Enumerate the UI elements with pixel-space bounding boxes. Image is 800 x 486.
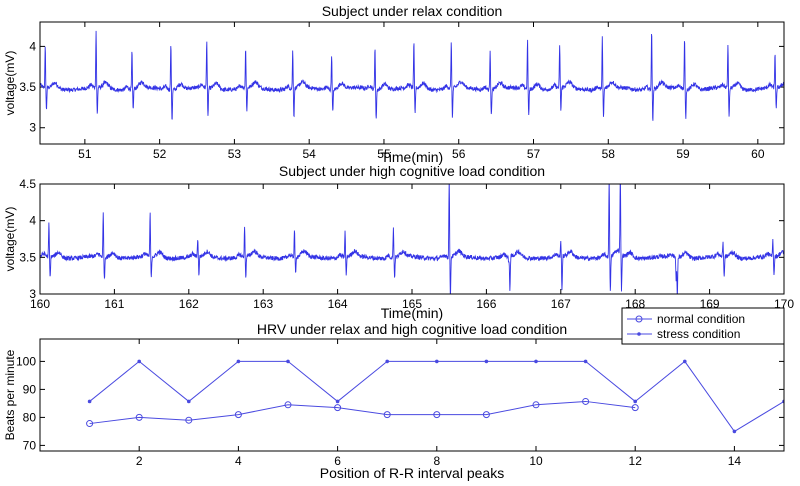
series-line-normal [89,400,636,425]
y-tick-label: 4.5 [19,177,36,191]
chart-2: Subject under high cognitive load condit… [3,163,794,321]
x-tick-label: 4 [235,454,242,468]
x-axis-label: Position of R-R interval peaks [320,465,504,481]
data-point-stress [633,399,637,404]
x-tick-label: 59 [676,147,690,161]
data-point-normal [185,416,193,424]
chart-title: Subject under relax condition [322,3,503,19]
data-point-normal [532,401,540,409]
data-point-stress [435,359,439,364]
data-point-normal [582,397,590,405]
y-tick-label: 4 [29,39,36,53]
y-tick-label: 3.5 [19,250,36,264]
x-tick-label: 162 [179,297,199,311]
x-tick-label: 8 [433,454,440,468]
x-tick-label: 160 [30,297,50,311]
data-point-stress [236,359,241,364]
chart-1: Subject under relax condition Time(min) vo… [3,3,785,165]
x-tick-label: 161 [104,297,124,311]
legend-label: normal condition [657,312,745,326]
x-tick-label: 51 [78,147,92,161]
data-point-normal [86,420,94,428]
data-point-stress [137,359,141,364]
y-tick-label: 3.5 [19,80,36,94]
x-tick-label: 164 [328,297,348,311]
legend-box [621,307,785,345]
x-tick-label: 53 [228,147,242,161]
y-axis-label: voltage(mV) [3,51,17,116]
y-tick-label: 80 [23,410,37,424]
data-point-stress [87,399,92,404]
x-tick-label: 165 [402,297,422,311]
x-tick-label: 56 [452,147,466,161]
ecg-line [40,30,784,121]
ecg-line [40,184,784,294]
x-tick-label: 60 [751,147,765,161]
x-tick-label: 167 [551,297,571,311]
x-tick-label: 12 [629,454,643,468]
x-tick-label: 166 [476,297,496,311]
series-line-stress [89,360,784,433]
x-axis-label: Time(min) [381,149,443,165]
data-point-normal [433,411,441,419]
data-point-stress [187,399,191,404]
chart-title: HRV under relax and high cognitive load … [257,321,567,337]
data-point-normal [383,411,391,419]
data-point-stress [286,359,290,364]
y-tick-label: 3 [29,121,36,135]
data-point-stress [484,359,489,364]
x-tick-label: 57 [527,147,541,161]
x-tick-label: 58 [602,147,616,161]
chart-3: HRV under relax and high cognitive load … [3,307,785,481]
data-point-normal [135,413,143,421]
x-tick-label: 14 [728,454,742,468]
data-point-stress [534,359,538,364]
y-axis-label: voltage(mV) [3,207,17,272]
y-tick-label: 70 [23,438,37,452]
legend-marker-normal [635,315,643,323]
y-tick-label: 3 [29,287,36,301]
data-point-stress [683,359,687,364]
x-tick-label: 52 [153,147,167,161]
x-tick-label: 2 [136,454,143,468]
data-point-normal [482,411,490,419]
chart-title: Subject under high cognitive load condit… [279,163,545,179]
y-tick-label: 100 [16,354,36,368]
x-tick-label: 10 [529,454,543,468]
legend-marker-stress [637,332,641,336]
data-point-stress [732,429,737,434]
x-tick-label: 6 [334,454,341,468]
y-axis-label: Beats per minute [3,349,17,440]
data-point-normal [234,411,242,419]
data-point-normal [334,404,342,412]
plot-area [86,359,784,434]
y-tick-label: 4 [29,214,36,228]
axes-box [39,21,785,145]
axes-box [39,338,785,452]
axes-box [39,183,785,295]
data-point-normal [631,404,639,412]
x-axis-label: Time(min) [381,305,443,321]
data-point-stress [583,359,588,364]
data-point-normal [284,401,292,409]
x-tick-label: 163 [253,297,273,311]
x-tick-label: 55 [377,147,391,161]
plot-area [40,184,784,294]
data-point-stress [385,359,390,364]
y-tick-label: 90 [23,382,37,396]
data-point-stress [335,399,340,404]
plot-area [40,30,784,121]
x-tick-label: 54 [303,147,317,161]
legend-label: stress condition [657,327,740,341]
